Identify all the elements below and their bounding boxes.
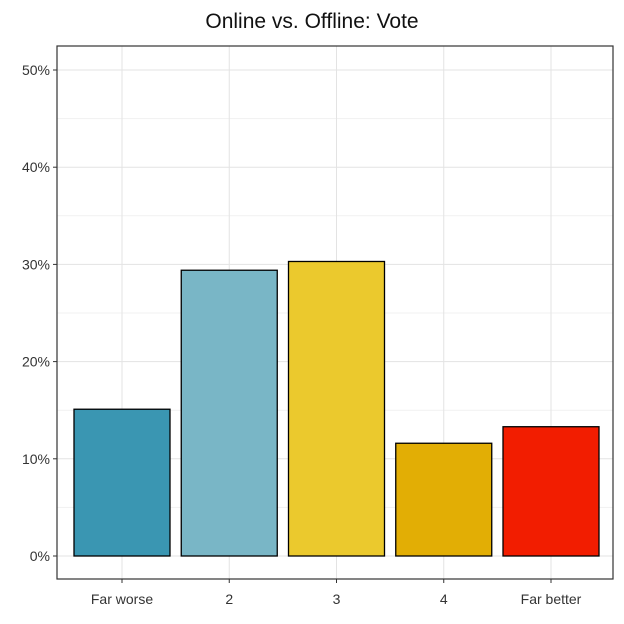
y-tick-label: 10% xyxy=(22,451,50,467)
x-tick-label: Far better xyxy=(521,591,582,607)
chart-title: Online vs. Offline: Vote xyxy=(205,10,419,33)
bar xyxy=(73,408,171,557)
bar xyxy=(180,269,278,557)
axes: 0% 10% 20% 30% 40% 50% Far worse 2 3 4 Far better xyxy=(22,62,582,607)
bar xyxy=(287,260,386,557)
x-tick-label: 4 xyxy=(440,591,448,607)
y-tick-label: 50% xyxy=(22,62,50,78)
y-tick-label: 0% xyxy=(30,548,50,564)
plot-panel-border xyxy=(56,45,614,580)
x-tick-label: Far worse xyxy=(91,591,153,607)
y-tick-label: 40% xyxy=(22,159,50,175)
y-tick-label: 30% xyxy=(22,256,50,272)
bar xyxy=(502,426,600,557)
bar xyxy=(395,442,493,557)
bars xyxy=(73,260,600,557)
x-tick-label: 3 xyxy=(333,591,341,607)
y-tick-label: 20% xyxy=(22,354,50,370)
x-tick-label: 2 xyxy=(225,591,233,607)
